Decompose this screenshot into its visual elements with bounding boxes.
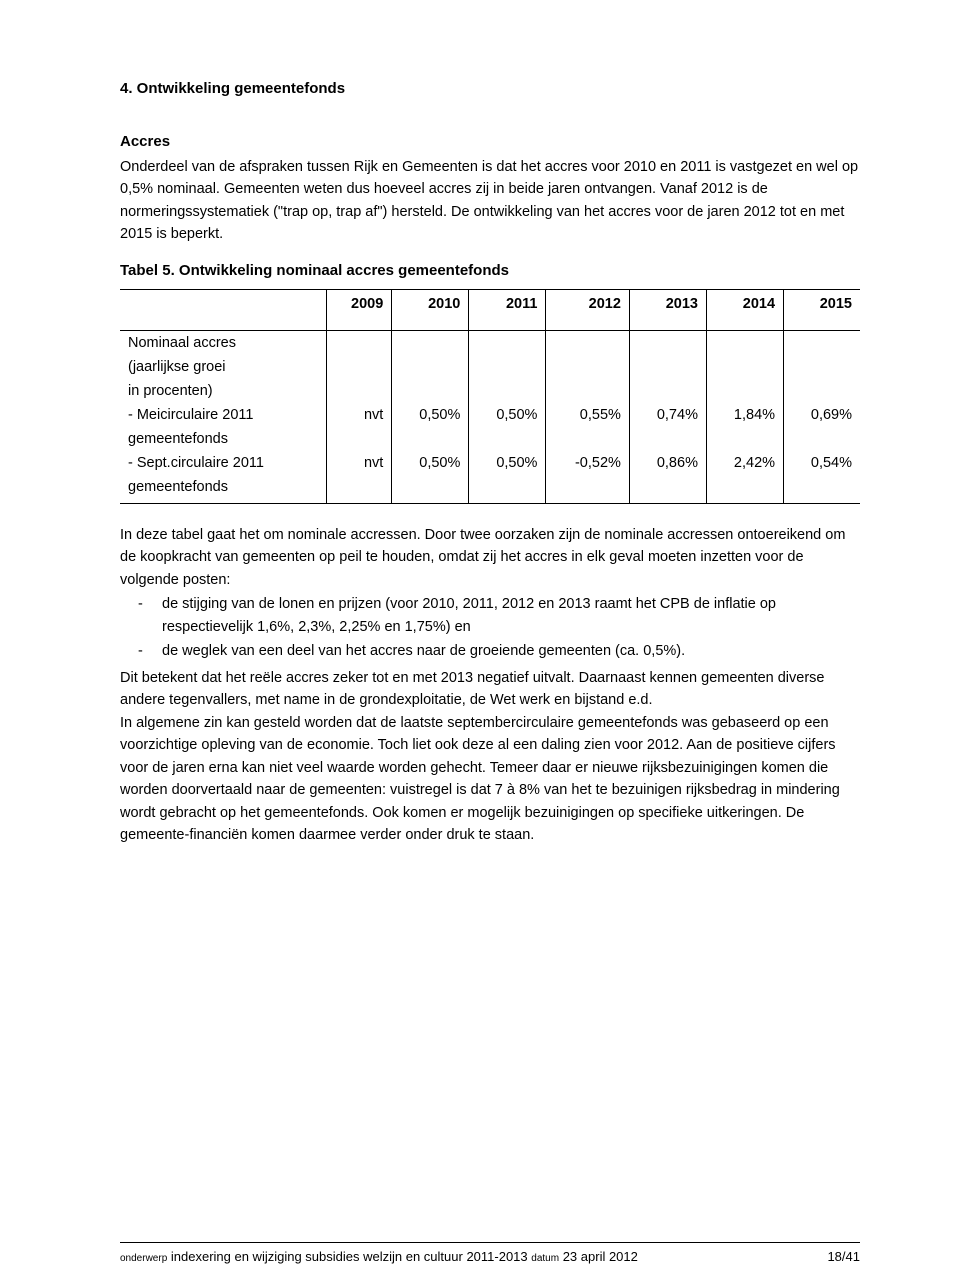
bullet-item: de stijging van de lonen en prijzen (voo… (162, 593, 860, 638)
th-2014: 2014 (706, 289, 783, 330)
cell (706, 475, 783, 504)
page-footer: onderwerp indexering en wijziging subsid… (120, 1242, 860, 1264)
th-2013: 2013 (629, 289, 706, 330)
cell: nvt (327, 451, 392, 475)
bullet-list: de stijging van de lonen en prijzen (voo… (120, 593, 860, 662)
cell: - Meicirculaire 2011 (120, 403, 327, 427)
cell: 0,86% (629, 451, 706, 475)
cell (469, 330, 546, 355)
onderwerp-text: indexering en wijziging subsidies welzij… (171, 1249, 528, 1264)
cell (629, 355, 706, 379)
cell: 0,50% (392, 451, 469, 475)
th-blank (120, 289, 327, 330)
cell: 0,54% (784, 451, 860, 475)
section-heading: 4. Ontwikkeling gemeentefonds (120, 80, 860, 97)
cell: in procenten) (120, 379, 327, 403)
para-4: In algemene zin kan gesteld worden dat d… (120, 712, 860, 847)
datum-label: datum (531, 1253, 559, 1264)
cell (392, 379, 469, 403)
cell (392, 330, 469, 355)
accres-heading: Accres (120, 133, 860, 150)
table-row: in procenten) (120, 379, 860, 403)
cell (784, 330, 860, 355)
th-2010: 2010 (392, 289, 469, 330)
cell: 1,84% (706, 403, 783, 427)
cell (469, 427, 546, 451)
th-2011: 2011 (469, 289, 546, 330)
cell: 0,50% (469, 451, 546, 475)
cell: 2,42% (706, 451, 783, 475)
table-row: gemeentefonds (120, 475, 860, 504)
cell (469, 475, 546, 504)
para-3: Dit betekent dat het reële accres zeker … (120, 667, 860, 712)
cell (327, 355, 392, 379)
table-row: - Sept.circulaire 2011 nvt 0,50% 0,50% -… (120, 451, 860, 475)
cell: (jaarlijkse groei (120, 355, 327, 379)
cell (546, 475, 629, 504)
cell: gemeentefonds (120, 475, 327, 504)
footer-left: onderwerp indexering en wijziging subsid… (120, 1249, 638, 1264)
cell (629, 379, 706, 403)
cell: - Sept.circulaire 2011 (120, 451, 327, 475)
cell (784, 355, 860, 379)
th-2015: 2015 (784, 289, 860, 330)
page-number: 18/41 (827, 1249, 860, 1264)
cell: nvt (327, 403, 392, 427)
intro-paragraph: Onderdeel van de afspraken tussen Rijk e… (120, 156, 860, 246)
document-page: 4. Ontwikkeling gemeentefonds Accres Ond… (0, 0, 960, 1288)
accres-table: 2009 2010 2011 2012 2013 2014 2015 Nomin… (120, 289, 860, 504)
para-2: In deze tabel gaat het om nominale accre… (120, 524, 860, 591)
cell (706, 355, 783, 379)
cell: 0,69% (784, 403, 860, 427)
table-row: gemeentefonds (120, 427, 860, 451)
cell: gemeentefonds (120, 427, 327, 451)
cell (327, 475, 392, 504)
cell (327, 427, 392, 451)
datum-text: 23 april 2012 (563, 1249, 638, 1264)
cell (546, 379, 629, 403)
onderwerp-label: onderwerp (120, 1253, 167, 1264)
cell (546, 427, 629, 451)
cell (469, 379, 546, 403)
cell: 0,50% (392, 403, 469, 427)
table-header-row: 2009 2010 2011 2012 2013 2014 2015 (120, 289, 860, 330)
cell (784, 379, 860, 403)
cell: 0,50% (469, 403, 546, 427)
cell (392, 475, 469, 504)
table-body: Nominaal accres (jaarlijkse groei (120, 330, 860, 503)
table-row: Nominaal accres (120, 330, 860, 355)
cell (629, 330, 706, 355)
cell (706, 379, 783, 403)
cell (706, 330, 783, 355)
cell (546, 355, 629, 379)
cell (469, 355, 546, 379)
cell: Nominaal accres (120, 330, 327, 355)
cell (706, 427, 783, 451)
cell (327, 379, 392, 403)
cell (784, 427, 860, 451)
cell (327, 330, 392, 355)
cell: 0,74% (629, 403, 706, 427)
bullet-item: de weglek van een deel van het accres na… (162, 640, 860, 662)
table-caption: Tabel 5. Ontwikkeling nominaal accres ge… (120, 262, 860, 279)
table-row: - Meicirculaire 2011 nvt 0,50% 0,50% 0,5… (120, 403, 860, 427)
cell: 0,55% (546, 403, 629, 427)
cell (784, 475, 860, 504)
table-row: (jaarlijkse groei (120, 355, 860, 379)
cell (392, 355, 469, 379)
cell (392, 427, 469, 451)
cell: -0,52% (546, 451, 629, 475)
cell (629, 475, 706, 504)
cell (629, 427, 706, 451)
th-2012: 2012 (546, 289, 629, 330)
cell (546, 330, 629, 355)
th-2009: 2009 (327, 289, 392, 330)
